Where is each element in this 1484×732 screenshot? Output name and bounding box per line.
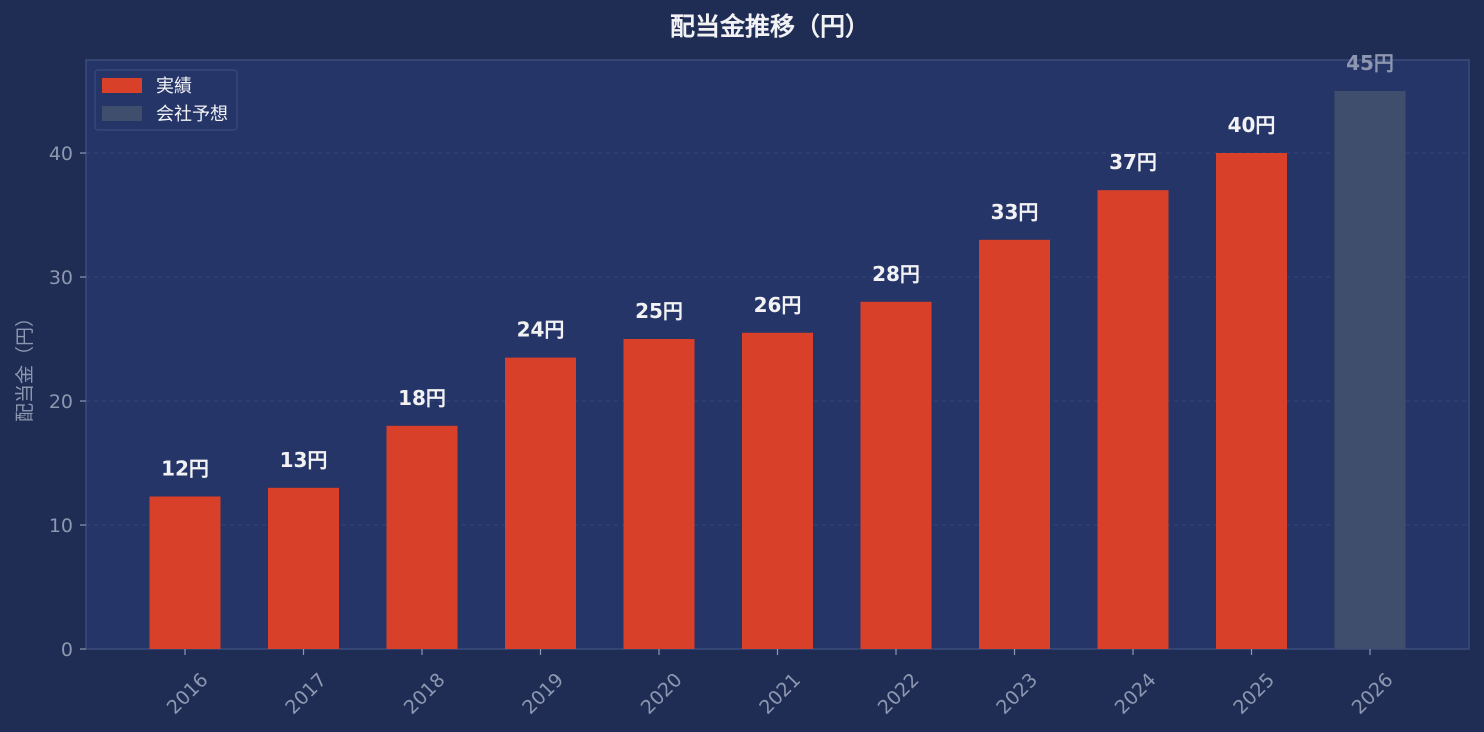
x-tick-label: 2020 [637, 669, 687, 719]
bar-value-label: 33円 [991, 200, 1039, 224]
bar-2021 [742, 332, 813, 649]
x-tick-label: 2023 [992, 669, 1042, 719]
x-tick-label: 2017 [281, 669, 331, 719]
bars [149, 91, 1406, 650]
bar-2016 [149, 496, 221, 649]
x-axis: 2016 2017 2018 2019 2020 2021 2022 2023 2024 2025… [163, 649, 1398, 719]
bar-2018 [386, 425, 458, 649]
bar-value-label: 25円 [635, 299, 683, 323]
bar-value-label: 40円 [1228, 113, 1276, 137]
bar-value-label: 13円 [280, 448, 328, 472]
y-axis: 0 10 20 30 40 [49, 143, 86, 661]
bar-value-label: 37円 [1109, 150, 1157, 174]
x-tick-label: 2021 [755, 669, 805, 719]
legend-swatch [102, 78, 142, 93]
x-tick-label: 2019 [518, 669, 568, 719]
legend-swatch [102, 106, 142, 121]
bar-2022 [860, 301, 932, 649]
bar-2025 [1216, 153, 1287, 649]
x-tick-label: 2022 [874, 669, 924, 719]
bar-value-label: 26円 [754, 293, 802, 317]
legend-label: 実績 [156, 76, 192, 97]
y-tick-label: 20 [49, 391, 73, 413]
bar-2017 [268, 487, 339, 649]
x-tick-label: 2025 [1229, 669, 1279, 719]
bar-2026 [1334, 91, 1406, 649]
x-tick-label: 2018 [400, 669, 450, 719]
bar-value-labels: 12円 13円 18円 24円 25円 26円 28円 33円 37円 40円 45円 [161, 51, 1394, 480]
bar-value-label: 18円 [398, 386, 446, 410]
bar-value-label: 28円 [872, 262, 920, 286]
bar-2024 [1097, 190, 1169, 649]
bar-2023 [979, 239, 1050, 650]
y-tick-label: 0 [61, 639, 73, 661]
x-tick-label: 2026 [1348, 669, 1398, 719]
y-tick-label: 40 [49, 143, 73, 165]
bar-2020 [623, 339, 695, 649]
x-tick-label: 2024 [1111, 669, 1161, 719]
bar-value-label: 45円 [1346, 51, 1394, 75]
x-tick-label: 2016 [163, 669, 213, 719]
legend-label: 会社予想 [156, 104, 228, 125]
bar-2019 [505, 357, 576, 649]
bar-value-label: 24円 [517, 318, 565, 342]
y-axis-label: 配当金（円） [14, 308, 36, 422]
chart-title: 配当金推移（円） [670, 12, 870, 41]
y-tick-label: 30 [49, 267, 73, 289]
y-tick-label: 10 [49, 515, 73, 537]
bar-value-label: 12円 [161, 456, 209, 480]
